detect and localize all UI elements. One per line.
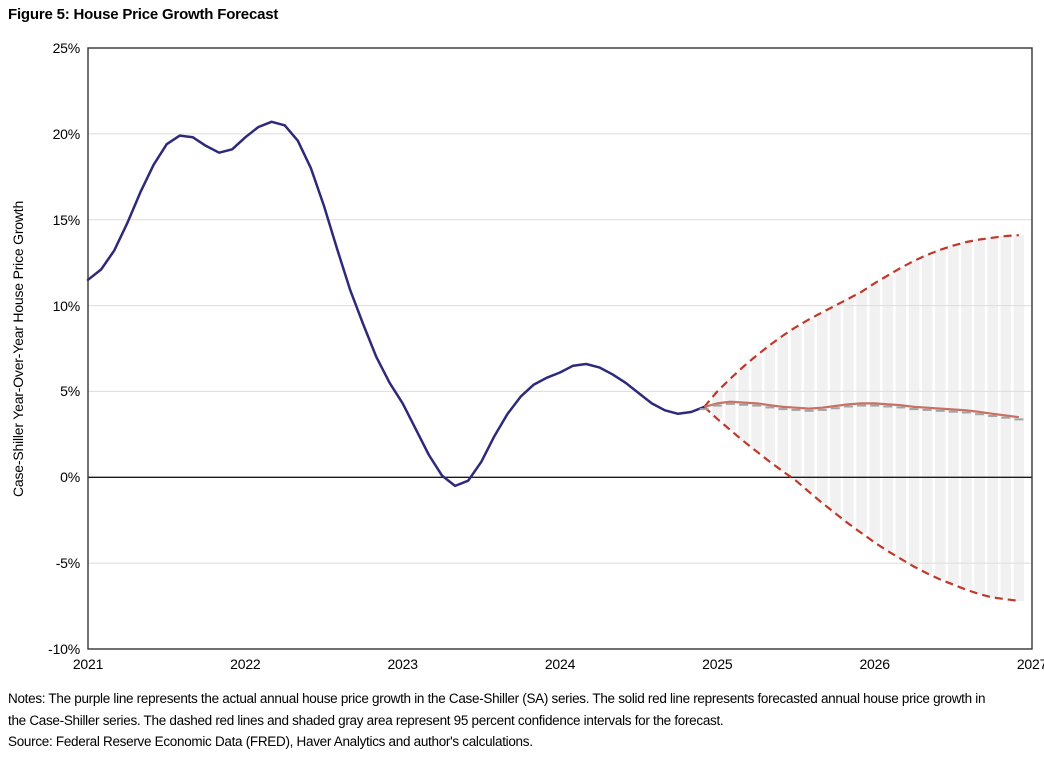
x-tick-label: 2021 bbox=[72, 656, 104, 672]
x-tick-label: 2027 bbox=[1016, 656, 1044, 672]
y-tick-label: -10% bbox=[48, 641, 80, 657]
confidence-area-bar bbox=[895, 267, 907, 559]
y-tick-label: 15% bbox=[52, 211, 81, 228]
confidence-area-bar bbox=[987, 237, 998, 598]
y-tick-label: 0% bbox=[60, 469, 80, 486]
confidence-area-bar bbox=[764, 345, 775, 462]
x-tick-label: 2024 bbox=[544, 656, 576, 672]
confidence-area-bar bbox=[803, 319, 815, 492]
confidence-area-bar bbox=[869, 283, 880, 543]
x-tick-label: 2023 bbox=[387, 656, 418, 672]
confidence-area-bar bbox=[961, 242, 972, 590]
confidence-area-bar bbox=[921, 254, 933, 574]
y-tick-label: 25% bbox=[52, 40, 81, 56]
y-tick-label: 5% bbox=[60, 383, 80, 400]
figure-title: Figure 5: House Price Growth Forecast bbox=[8, 6, 279, 23]
confidence-area-bar bbox=[830, 305, 841, 514]
confidence-area-bar bbox=[948, 245, 959, 585]
confidence-area-bar bbox=[790, 327, 802, 481]
y-tick-label: -5% bbox=[55, 555, 80, 572]
plot-border bbox=[87, 47, 1033, 650]
source-text: Source: Federal Reserve Economic Data (F… bbox=[8, 734, 533, 749]
confidence-area-bar bbox=[777, 335, 789, 472]
x-tick-label: 2022 bbox=[230, 656, 261, 672]
upper-ci-line bbox=[703, 234, 1019, 408]
x-tick-label: 2026 bbox=[859, 656, 890, 672]
actual-line bbox=[86, 120, 706, 488]
confidence-area-bar bbox=[856, 291, 867, 534]
y-tick-label: 10% bbox=[52, 297, 81, 314]
x-tick-label: 2025 bbox=[702, 656, 733, 672]
confidence-area-bar bbox=[974, 239, 985, 595]
lower-ci-line bbox=[703, 406, 1020, 602]
forecast-line bbox=[703, 400, 1020, 419]
confidence-area-bar bbox=[843, 298, 854, 524]
confidence-area-bar bbox=[882, 275, 893, 552]
confidence-area-bar bbox=[908, 260, 920, 567]
confidence-area-bar bbox=[1013, 235, 1025, 601]
y-tick-label: 20% bbox=[52, 125, 81, 142]
notes-text: Notes: The purple line represents the ac… bbox=[8, 691, 986, 728]
confidence-area-bar bbox=[935, 249, 946, 580]
